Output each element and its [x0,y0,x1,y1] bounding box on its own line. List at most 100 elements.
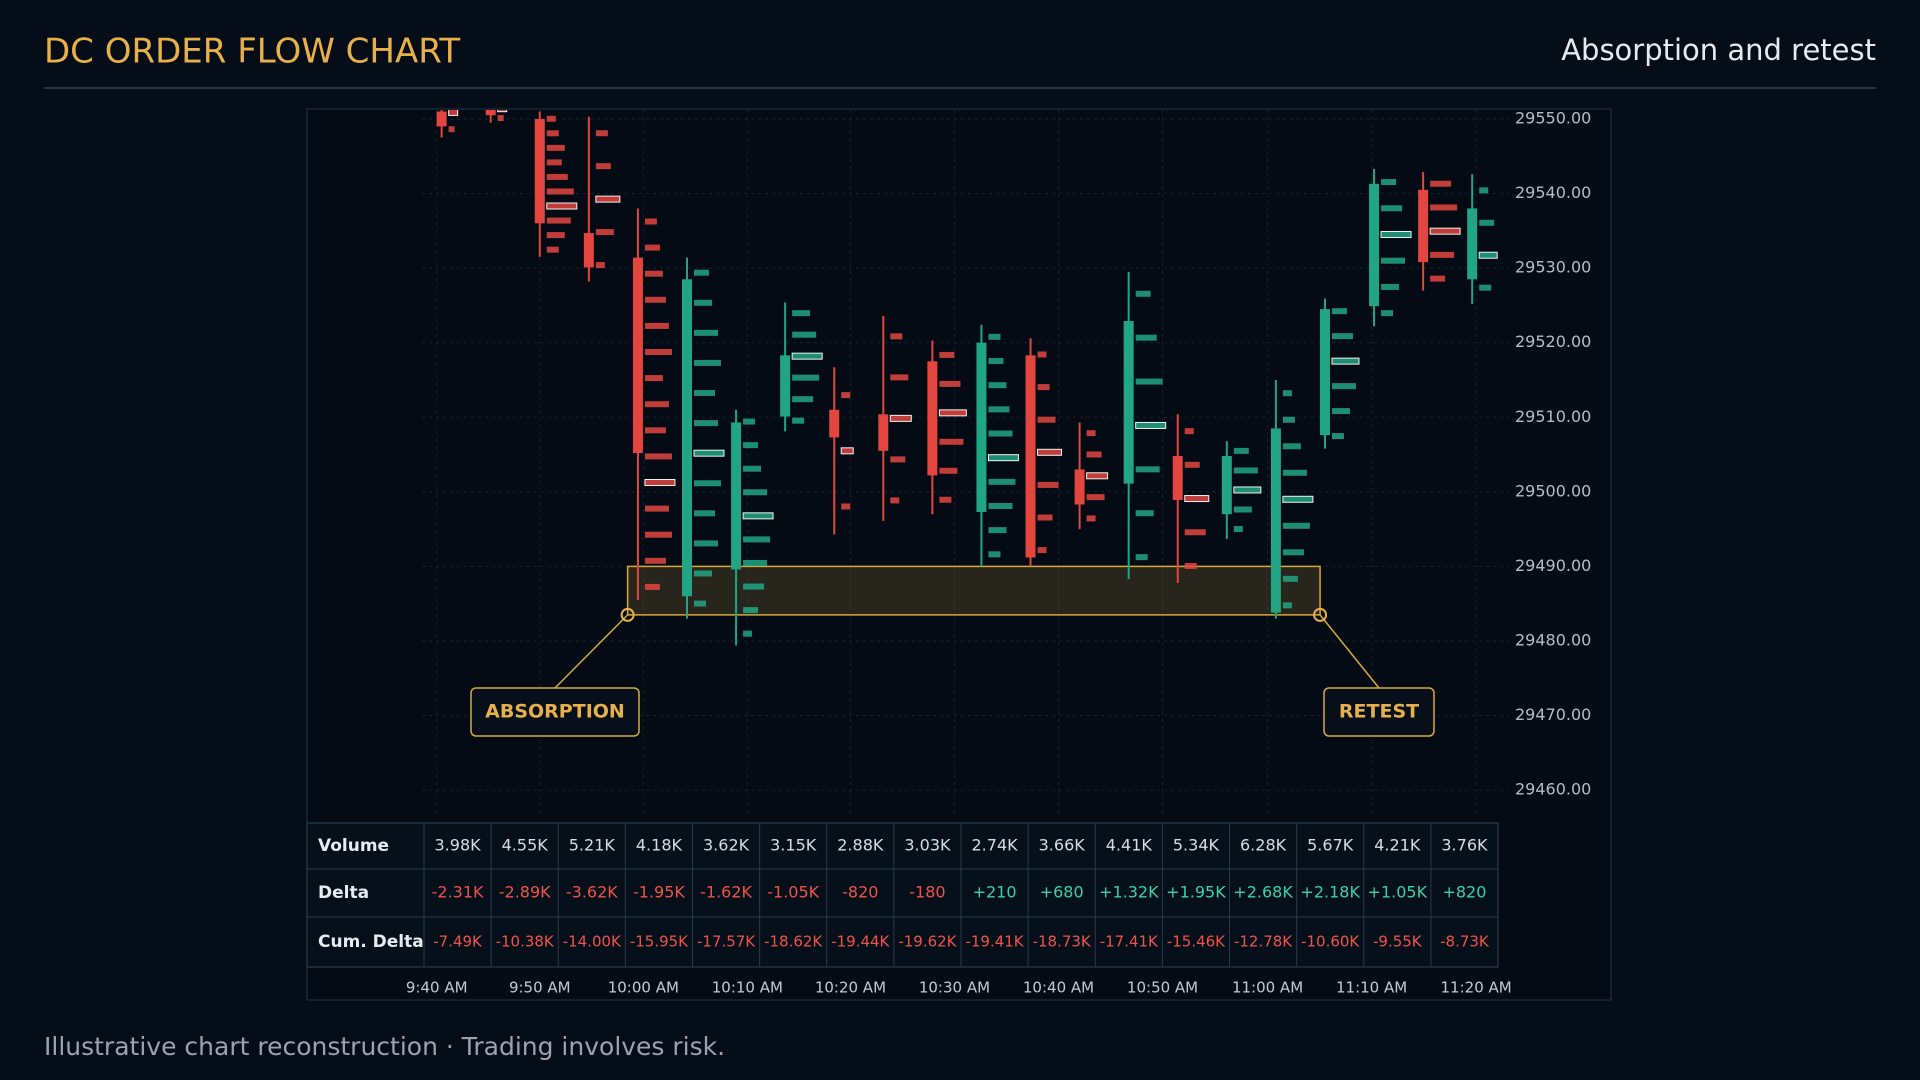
footprint-bar [1331,308,1347,315]
footprint-bar [1381,257,1406,264]
table-cell: 3.66K [1039,836,1086,855]
x-tick-label: 10:00 AM [608,979,679,997]
footer-note: Illustrative chart reconstruction · Trad… [44,1032,725,1061]
footprint-bar [546,188,574,195]
candle-body [1172,456,1183,501]
footprint-bar [546,217,571,224]
candle-body [1270,428,1281,613]
footprint-bar [546,232,565,239]
footprint-bar [1331,383,1356,390]
table-cell: 3.03K [904,836,951,855]
candle-body [927,361,938,476]
candle-body [1369,183,1380,307]
y-tick-label: 29460.00 [1515,780,1591,799]
footprint-bar [939,351,955,358]
footprint-bar [694,510,716,517]
footprint-bar [1282,522,1310,529]
annotation-leader [1319,614,1380,689]
footprint-bar [694,390,716,397]
table-cell: -17.41K [1100,933,1159,951]
footprint-bar [988,358,1004,365]
table-cell: 5.34K [1173,836,1220,855]
footprint-bar [1086,430,1096,437]
table-cell: 4.18K [636,836,683,855]
footprint-bar [1135,334,1157,341]
chart-subtitle: Absorption and retest [1561,33,1876,67]
x-tick-label: 9:40 AM [406,979,468,997]
footprint-bar [987,454,1019,462]
table-cell: 3.15K [770,836,817,855]
table-cell: 4.55K [502,836,549,855]
footprint-bar [1184,495,1210,503]
footprint-bar [1184,562,1197,569]
x-tick-label: 10:20 AM [815,979,886,997]
y-tick-label: 29530.00 [1515,258,1591,277]
footprint-bar [890,333,903,340]
candle-body [878,414,889,451]
footprint-bar [939,496,952,503]
footprint-bar [1233,526,1243,533]
footprint-bar [497,115,504,122]
footprint-bar [448,126,455,133]
table-cell: +1.95K [1166,883,1226,902]
annotation-anchor [1313,607,1328,622]
x-tick-label: 11:10 AM [1336,979,1407,997]
footprint-bar [890,497,900,504]
footprint-bar [644,427,666,434]
table-cell: 5.67K [1307,836,1354,855]
footprint-bar [743,418,756,425]
footprint-bar [1037,547,1047,554]
footprint-bar [1037,514,1053,521]
candle-body [1074,469,1085,505]
footprint-bar [1381,283,1400,290]
candle-body [1319,309,1330,436]
footprint-bar [743,630,753,637]
footprint-bar [1479,219,1495,226]
footprint-bar [1479,187,1489,194]
annotation-leader [554,614,629,689]
table-cell: 5.21K [569,836,616,855]
candle-body [534,118,545,224]
table-cell: -19.62K [898,933,957,951]
footprint-bar [546,159,562,166]
footprint-bar [1380,230,1412,238]
footprint-bar [890,374,909,381]
candle-body [976,342,987,512]
candle-body [485,110,496,116]
footprint-bar [988,382,1007,389]
footprint-bar [546,246,559,253]
candle-body [583,233,594,268]
footprint-bar [644,531,672,538]
footprint-bar [938,409,967,417]
footprint-bar [595,130,608,137]
table-cell: 4.21K [1374,836,1421,855]
footprint-bar [1282,549,1304,556]
footprint-bar [1233,486,1262,494]
y-tick-label: 29490.00 [1515,556,1591,575]
footprint-bar [1282,443,1301,450]
footprint-bar [595,195,621,203]
table-cell: +2.68K [1233,883,1293,902]
footprint-bar [546,144,565,151]
table-cell: -17.57K [697,933,756,951]
footprint-bar [1429,227,1461,235]
candle-body [632,257,643,454]
table-cell: +2.18K [1300,883,1360,902]
candle-body [780,355,791,417]
x-tick-label: 10:50 AM [1127,979,1198,997]
footprint-bar [988,430,1013,437]
footprint-bar [1184,428,1194,435]
footprint-bar [644,244,660,251]
footprint-bar [1479,284,1492,291]
footprint-bar [841,503,851,510]
row-label: Cum. Delta [318,932,424,952]
footprint-bar [1037,416,1056,423]
footprint-bar [1478,251,1498,259]
footprint-bar [939,467,958,474]
footprint-bar [644,349,672,355]
footprint-bar [988,527,1007,534]
table-cell: -18.73K [1033,933,1092,951]
footprint-bar [890,456,906,463]
footprint-bar [743,536,771,543]
